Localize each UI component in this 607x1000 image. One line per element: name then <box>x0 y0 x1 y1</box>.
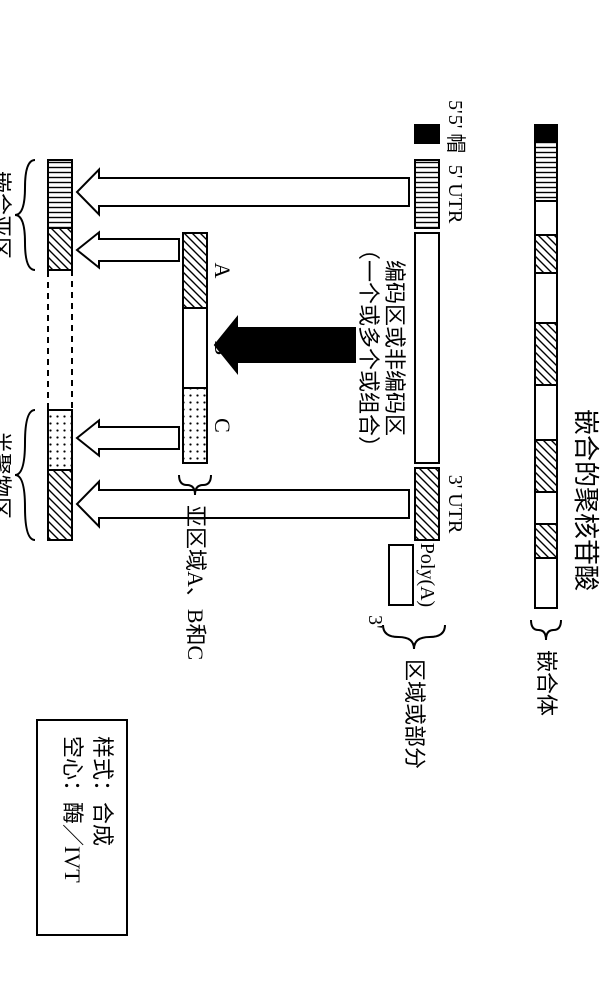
svg-text:B: B <box>210 341 235 356</box>
svg-text:Poly(A): Poly(A) <box>416 543 438 607</box>
svg-text:3' UTR: 3' UTR <box>444 475 466 534</box>
svg-text:空心：酶／IVT: 空心：酶／IVT <box>60 736 85 883</box>
svg-text:A: A <box>210 263 235 279</box>
svg-text:嵌合体: 嵌合体 <box>534 650 559 716</box>
svg-text:亚区域A、B和C: 亚区域A、B和C <box>183 505 208 660</box>
svg-text:嵌合亚区: 嵌合亚区 <box>0 171 13 259</box>
subregions-row: A B C 亚区域A、B和C <box>179 233 235 660</box>
svg-text:C: C <box>210 418 235 433</box>
bottom-row: 嵌合亚区半聚物区 <box>0 160 72 540</box>
svg-text:半聚物区: 半聚物区 <box>0 431 13 519</box>
svg-text:编码区或非编码区: 编码区或非编码区 <box>382 260 407 436</box>
svg-text:5' 帽: 5' 帽 <box>444 115 467 154</box>
svg-text:（一个或多个或组合）: （一个或多个或组合） <box>356 238 381 458</box>
svg-text:5': 5' <box>444 100 466 114</box>
svg-text:样式：合成: 样式：合成 <box>90 736 115 846</box>
legend-box: 样式：合成空心：酶／IVT <box>37 720 127 935</box>
diagram-title: 嵌合的聚核苷酸 <box>571 409 600 591</box>
svg-text:5' UTR: 5' UTR <box>444 165 466 224</box>
svg-text:区域或部分: 区域或部分 <box>402 659 427 769</box>
